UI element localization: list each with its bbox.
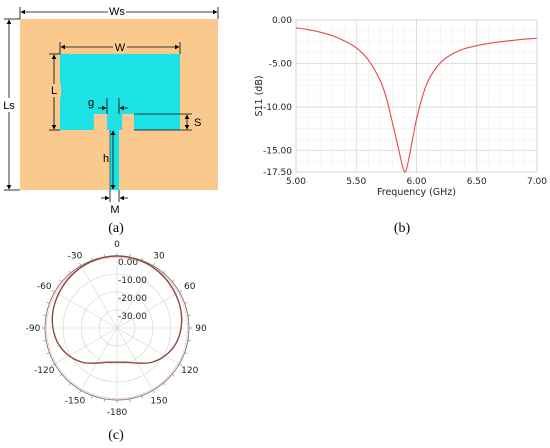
polar-spoke [116,327,154,391]
label-l: L [51,85,57,97]
polar-angle-label: 150 [150,397,167,407]
polar-minor-tick [179,290,183,293]
polar-radial-label: -30.00 [118,312,147,322]
antenna-diagram: Ws W Ls L g S h [2,5,219,216]
x-tick-label: 6.50 [467,177,487,187]
polar-angle-label: -60 [37,282,52,292]
polar-angle-label: 60 [184,282,196,292]
polar-minor-tick [51,363,55,366]
polar-minor-tick [187,340,191,342]
patch-radiator [60,54,180,190]
polar-minor-tick [43,314,47,316]
x-tick-label: 6.00 [406,177,426,187]
polar-radial-label: -20.00 [118,294,147,304]
polar-minor-tick [91,257,93,261]
polar-minor-tick [184,302,188,304]
polar-minor-tick [59,279,63,282]
polar-minor-tick [51,290,55,293]
x-axis-label: Frequency (GHz) [377,187,456,198]
x-tick-label: 7.00 [527,177,547,187]
polar-angle-label: -150 [65,397,86,407]
polar-minor-tick [59,374,63,377]
caption-c: (c) [108,428,124,443]
polar-angle-label: -120 [34,366,55,376]
polar-minor-tick [91,395,93,399]
polar-angle-label: 30 [153,251,165,261]
polar-minor-tick [79,390,82,394]
polar-angle-label: 90 [195,324,207,334]
x-tick-label: 5.00 [286,177,306,187]
polar-minor-tick [152,390,155,394]
y-tick-label: -17.50 [263,168,292,178]
label-s: S [194,117,201,129]
label-m: M [110,204,119,216]
y-axis-label: S11 (dB) [254,75,265,116]
polar-minor-tick [141,395,143,399]
polar-minor-tick [68,270,71,274]
caption-a: (a) [108,221,124,236]
polar-radial-label: -10.00 [118,276,147,286]
polar-angle-label: 120 [181,366,198,376]
polar-minor-tick [141,257,143,261]
polar-spoke [116,327,180,365]
label-h: h [103,153,109,165]
y-tick-label: -15.00 [263,146,292,156]
polar-spoke [54,327,118,365]
polar-minor-tick [163,382,166,386]
s11-chart: 5.00 5.50 6.00 6.50 7.00 0.00 -5.00 -10.00 -15.0… [254,16,547,198]
polar-spoke [80,327,118,391]
label-g: g [88,97,94,109]
polar-spoke [116,265,154,329]
polar-spoke [80,265,118,329]
polar-minor-tick [103,398,105,402]
polar-angle-label: -30 [68,251,83,261]
polar-minor-tick [179,363,183,366]
polar-chart: 0 30 60 90 120 150 -180 -150 -120 -90 -60 -30 0.00 -1… [26,240,207,418]
polar-minor-tick [79,262,82,266]
polar-minor-tick [171,374,175,377]
label-w: W [115,42,126,54]
label-ls: Ls [3,100,15,112]
polar-minor-tick [152,262,155,266]
polar-angle-label: 0 [114,240,120,250]
polar-angle-label: -180 [107,408,128,418]
y-tick-label: -10.00 [263,103,292,113]
polar-minor-tick [184,352,188,354]
y-tick-label: 0.00 [272,16,292,26]
polar-minor-tick [163,270,166,274]
polar-minor-tick [43,340,47,342]
polar-minor-tick [171,279,175,282]
polar-minor-tick [68,382,71,386]
polar-minor-tick [46,352,50,354]
polar-spoke [54,291,118,329]
radiation-pattern-curve [51,255,183,364]
polar-minor-tick [187,314,191,316]
polar-minor-tick [129,398,131,402]
y-tick-label: -5.00 [269,59,293,69]
polar-spoke [116,291,180,329]
polar-minor-tick [46,302,50,304]
x-tick-label: 5.50 [346,177,366,187]
polar-angle-label: -90 [26,324,41,334]
polar-radial-label: 0.00 [118,258,138,268]
s11-curve [295,27,538,173]
caption-b: (b) [394,221,411,236]
label-ws: Ws [109,6,125,18]
